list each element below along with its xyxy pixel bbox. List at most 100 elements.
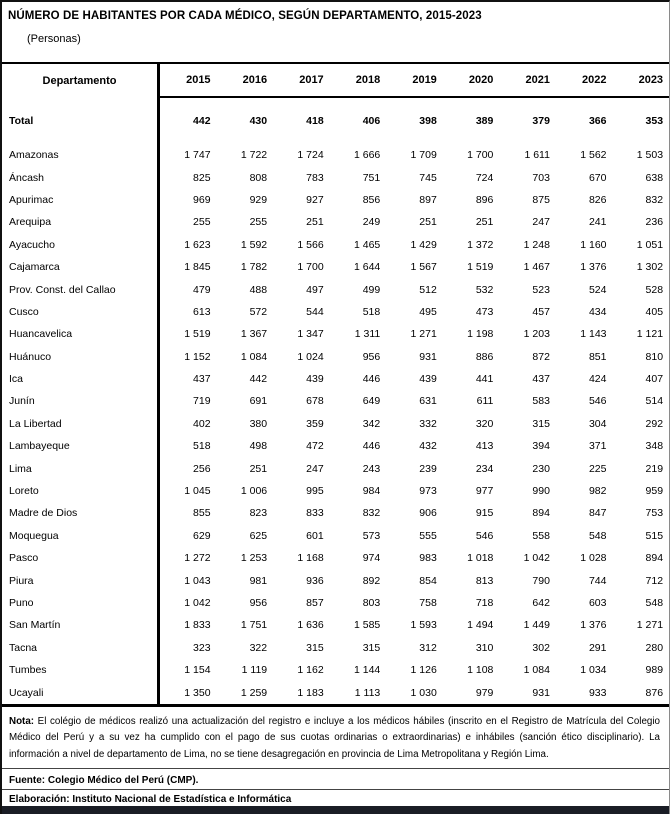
value-cell: 969 (193, 193, 211, 206)
table-row: San Martín 1 833 1 751 1 636 1 585 1 593 1 494… (2, 614, 669, 637)
value-cell: 813 (475, 574, 494, 587)
value-cell: 855 (193, 507, 211, 520)
value-cell: 856 (362, 193, 381, 206)
table-row: Ica 437 442 439 446 439 441 437 424 407 (2, 367, 669, 391)
value-cell: 872 (532, 350, 550, 363)
value-cell: 315 (362, 641, 381, 654)
value-cell: 982 (588, 485, 607, 498)
value-cell: 219 (645, 462, 664, 475)
value-cell: 1 253 (240, 552, 268, 565)
value-cell: 847 (588, 507, 607, 520)
year-header: 2015 (186, 74, 211, 86)
table-row: Prov. Const. del Callao 479 488 497 499 512 53… (2, 278, 669, 301)
note-label: Nota: (9, 715, 35, 727)
department-label: Piura (9, 574, 34, 587)
total-value-cell: 406 (362, 115, 381, 127)
total-value-cell: 442 (193, 115, 211, 127)
value-cell: 236 (645, 216, 664, 229)
value-cell: 1 259 (240, 686, 268, 699)
value-cell: 894 (645, 552, 664, 565)
value-cell: 1 636 (297, 619, 324, 632)
value-cell: 251 (249, 462, 268, 475)
value-cell: 544 (306, 305, 324, 318)
total-value-cell: 418 (306, 115, 324, 127)
value-cell: 691 (249, 395, 268, 408)
value-cell: 1 782 (240, 261, 268, 274)
value-cell: 1 108 (467, 664, 494, 677)
row-values: 402 380 359 342 332 320 315 304 292 (157, 412, 669, 436)
value-cell: 927 (306, 193, 324, 206)
value-cell: 532 (475, 283, 494, 296)
value-cell: 892 (362, 574, 381, 587)
value-cell: 719 (193, 395, 211, 408)
value-cell: 434 (588, 305, 607, 318)
row-values: 256 251 247 243 239 234 230 225 219 (157, 457, 669, 480)
value-cell: 1 623 (184, 238, 211, 251)
value-cell: 1 126 (410, 664, 437, 677)
value-cell: 1 248 (523, 238, 550, 251)
value-cell: 1 084 (523, 664, 550, 677)
value-cell: 758 (419, 597, 437, 609)
value-cell: 1 271 (636, 619, 664, 632)
department-label: Ucayali (9, 686, 44, 699)
value-cell: 1 168 (297, 552, 324, 565)
table-row: Pasco 1 272 1 253 1 168 974 983 1 018 1 042 1 02… (2, 547, 669, 570)
value-cell: 255 (193, 216, 211, 229)
value-cell: 512 (419, 283, 437, 296)
table-row: Cusco 613 572 544 518 495 473 457 434 405 (2, 300, 669, 324)
year-header: 2021 (525, 74, 550, 86)
department-label: Tumbes (9, 664, 47, 677)
value-cell: 875 (532, 193, 550, 206)
row-values: 1 623 1 592 1 566 1 465 1 429 1 372 1 248 1 160… (157, 233, 669, 256)
row-values: 1 845 1 782 1 700 1 644 1 567 1 519 1 467 1 376… (157, 255, 669, 279)
value-cell: 956 (362, 350, 381, 363)
value-cell: 956 (249, 597, 268, 609)
row-values: 1 833 1 751 1 636 1 585 1 593 1 494 1 449 1 376… (157, 614, 669, 637)
value-cell: 1 051 (636, 238, 664, 251)
value-cell: 854 (419, 574, 437, 587)
department-label: Puno (9, 597, 34, 609)
value-cell: 315 (306, 641, 324, 654)
bottom-edge-bar (2, 806, 669, 814)
value-cell: 1 162 (297, 664, 324, 677)
value-cell: 833 (306, 507, 324, 520)
value-cell: 1 585 (353, 619, 381, 632)
value-cell: 523 (532, 283, 550, 296)
value-cell: 573 (362, 529, 381, 542)
value-cell: 808 (249, 171, 268, 184)
table-row: Áncash 825 808 783 751 745 724 703 670 638 (2, 166, 669, 189)
value-cell: 1 311 (354, 328, 381, 341)
value-cell: 1 376 (580, 619, 607, 632)
value-cell: 826 (588, 193, 607, 206)
value-cell: 312 (419, 641, 437, 654)
value-cell: 601 (306, 529, 324, 542)
value-cell: 439 (419, 373, 437, 386)
source-line: Fuente: Colegio Médico del Perú (CMP). (2, 768, 669, 789)
value-cell: 1 028 (580, 552, 607, 565)
year-header: 2019 (412, 74, 437, 86)
value-cell: 371 (588, 440, 607, 453)
value-cell: 1 465 (353, 238, 381, 251)
row-values: 1 042 956 857 803 758 718 642 603 548 (157, 591, 669, 615)
value-cell: 407 (645, 373, 664, 386)
year-header: 2022 (582, 74, 607, 86)
value-cell: 291 (588, 641, 607, 654)
row-values: 825 808 783 751 745 724 703 670 638 (157, 166, 669, 189)
value-cell: 437 (193, 373, 211, 386)
total-value-cell: 366 (588, 115, 607, 127)
value-cell: 638 (645, 171, 664, 184)
value-cell: 528 (645, 283, 664, 296)
value-cell: 332 (419, 417, 437, 430)
value-cell: 1 724 (297, 149, 324, 162)
units-subtitle: (Personas) (27, 33, 81, 45)
title-block: NÚMERO DE HABITANTES POR CADA MÉDICO, SE… (2, 2, 669, 64)
value-cell: 515 (645, 529, 664, 542)
value-cell: 472 (306, 440, 324, 453)
value-cell: 1 144 (353, 664, 381, 677)
year-header: 2016 (242, 74, 268, 86)
value-cell: 823 (249, 507, 268, 520)
value-cell: 1 347 (297, 328, 324, 341)
table-row: Cajamarca 1 845 1 782 1 700 1 644 1 567 1 519 1… (2, 255, 669, 279)
value-cell: 1 030 (410, 686, 437, 699)
